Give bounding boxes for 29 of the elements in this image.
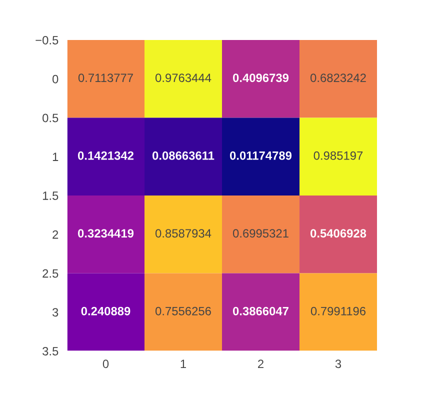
y-tick-label: 3.5	[42, 346, 58, 356]
y-tick-label: −0.5	[36, 36, 58, 44]
y-tick-label: 2	[52, 230, 58, 239]
data-label: 0.6823242	[310, 74, 366, 82]
y-tick-label: 3	[52, 308, 58, 317]
data-label: 0.7113777	[78, 74, 133, 82]
x-tick-label: 1	[180, 360, 186, 368]
data-label: 0.6995321	[232, 229, 288, 238]
data-label: 0.9763444	[155, 74, 212, 82]
data-label: 0.5406928	[310, 229, 366, 238]
data-label: 0.08663611	[152, 151, 214, 160]
y-tick-label: 0	[52, 74, 58, 84]
data-label: 0.3234419	[78, 229, 134, 238]
data-label: 0.1421342	[78, 151, 134, 160]
data-label: 0.7556256	[155, 306, 211, 316]
y-tick-label: 1.5	[42, 192, 58, 200]
y-tick-label: 1	[52, 152, 58, 161]
data-label: 0.985197	[314, 151, 363, 160]
data-label: 0.7991196	[310, 306, 366, 316]
x-tick-label: 2	[258, 360, 264, 368]
x-tick-label: 0	[102, 360, 109, 368]
data-label: 0.8587934	[155, 229, 212, 238]
data-label: 0.4096739	[232, 74, 289, 82]
x-tick-label: 3	[335, 360, 342, 368]
data-label: 0.01174789	[230, 151, 292, 160]
y-tick-label: 2.5	[42, 269, 58, 278]
data-label: 0.3866047	[232, 306, 288, 316]
y-tick-label: 0.5	[42, 114, 58, 122]
data-label: 0.240889	[81, 306, 130, 316]
